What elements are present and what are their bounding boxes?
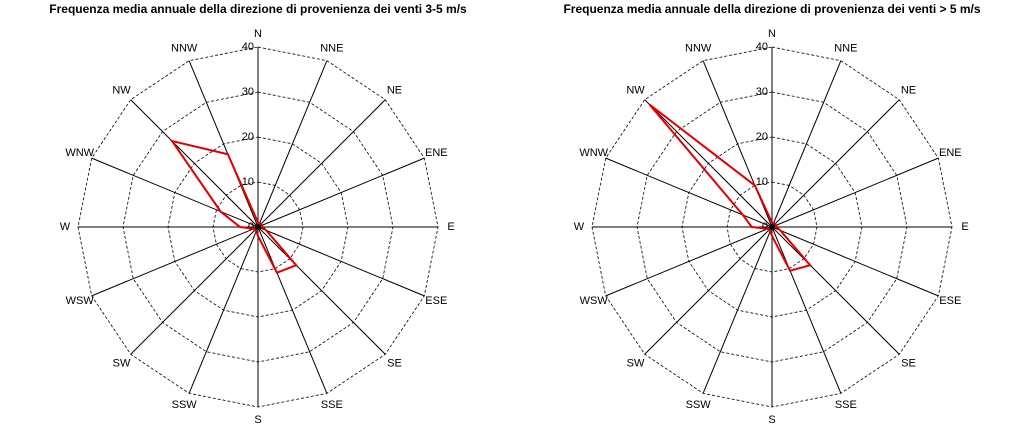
direction-label: SW [627,357,645,369]
spoke [91,226,259,297]
direction-label: ENE [425,147,448,159]
r-tick-label: 20 [756,131,768,143]
direction-label: WSW [580,295,609,307]
series-line [169,139,298,274]
spoke [257,157,425,228]
direction-label: SSE [321,399,343,411]
direction-label: WSW [66,295,95,307]
direction-label: SSE [835,399,857,411]
direction-label: NW [626,84,645,96]
spoke [257,60,328,228]
spoke [257,226,328,394]
direction-label: S [768,414,775,424]
spoke [91,157,259,228]
direction-label: NNE [834,43,857,55]
spoke [771,226,900,355]
direction-label: NNE [320,43,343,55]
r-tick-label: 30 [756,86,768,98]
spoke [771,226,842,394]
spoke [644,226,773,355]
direction-label: NE [901,84,916,96]
spoke [771,226,939,297]
direction-label: W [574,221,585,233]
r-tick-label: 40 [756,41,768,53]
spoke [702,226,773,394]
spoke [644,99,773,228]
direction-label: NE [387,84,402,96]
direction-label: N [254,28,262,40]
spoke [188,60,259,228]
direction-label: SE [901,357,916,369]
direction-label: ESE [425,295,447,307]
direction-label: ESE [939,295,961,307]
spoke [130,99,259,228]
direction-label: ENE [939,147,962,159]
r-tick-label: 20 [242,131,254,143]
series-line [648,103,812,272]
direction-label: WNW [579,147,608,159]
direction-label: W [60,221,71,233]
direction-label: E [961,221,968,233]
chart-title: Frequenza media annuale della direzione … [49,2,467,16]
r-tick-label: 10 [756,176,768,188]
spoke [771,99,900,228]
direction-label: SSW [686,399,712,411]
spoke [257,226,425,297]
spoke [605,226,773,297]
r-tick-label: 0 [248,221,254,233]
r-tick-label: 0 [762,221,768,233]
direction-label: N [768,28,776,40]
spoke [257,99,386,228]
spoke [188,226,259,394]
direction-label: WNW [65,147,94,159]
spoke [605,157,773,228]
direction-label: NNW [685,43,712,55]
spoke [771,60,842,228]
direction-label: SW [113,357,131,369]
direction-label: NNW [171,43,198,55]
direction-label: S [254,414,261,424]
chart-title: Frequenza media annuale della direzione … [563,2,980,16]
r-tick-label: 10 [242,176,254,188]
r-tick-label: 30 [242,86,254,98]
r-tick-label: 40 [242,41,254,53]
direction-label: SE [387,357,402,369]
spoke [257,226,386,355]
direction-label: NW [112,84,131,96]
spoke [130,226,259,355]
direction-label: SSW [172,399,198,411]
direction-label: E [447,221,454,233]
spoke [771,157,939,228]
